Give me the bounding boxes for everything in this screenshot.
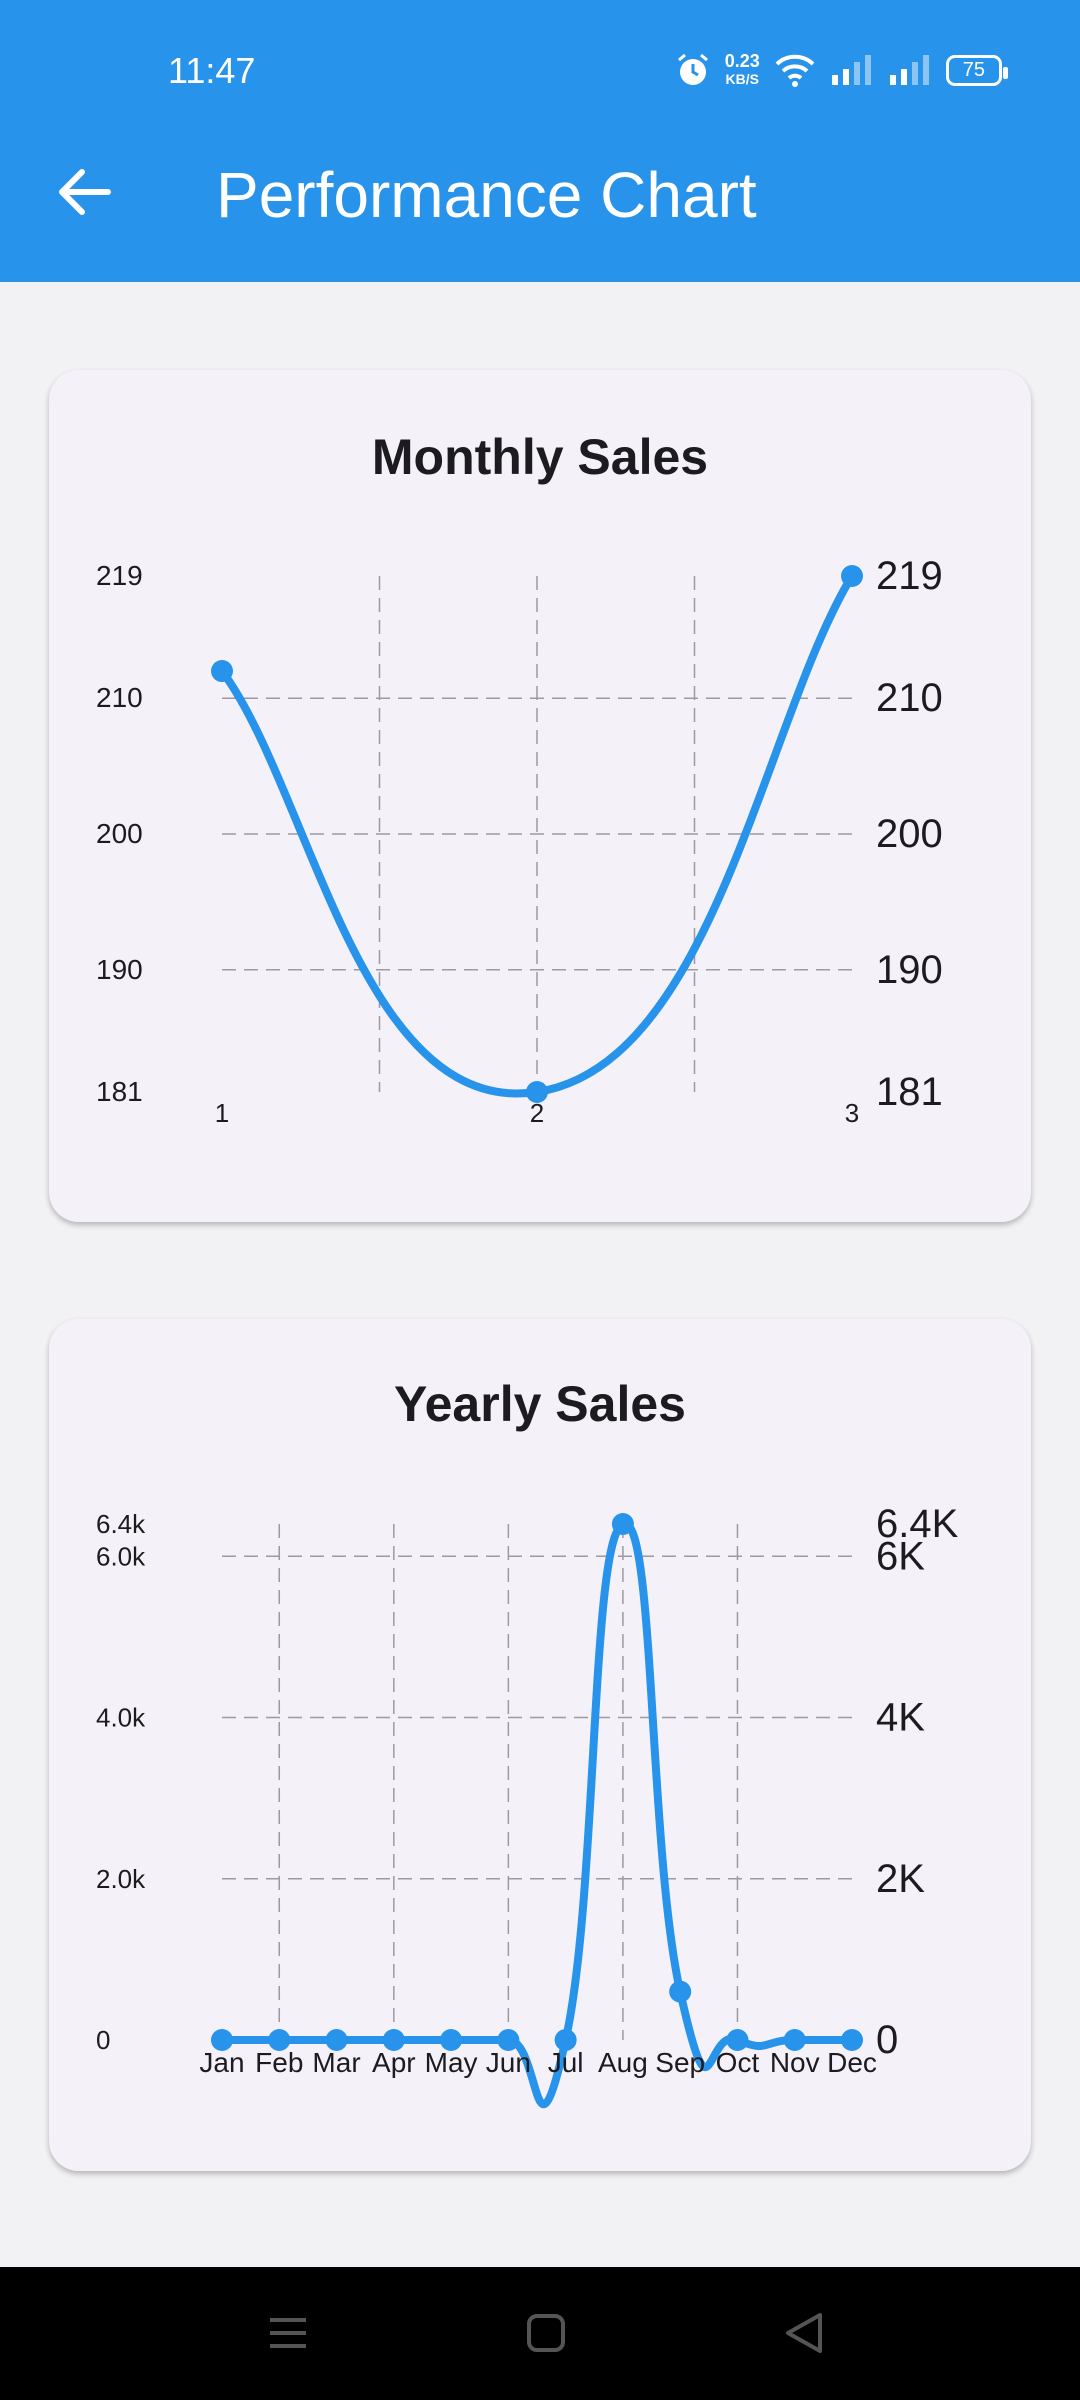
net-speed: 0.23 KB/S	[725, 52, 760, 88]
status-icons: 0.23 KB/S 75	[675, 52, 1009, 88]
card-title: Yearly Sales	[394, 1376, 686, 1432]
y-tick-label-left: 4.0k	[96, 1703, 146, 1733]
yearly-sales-card: Yearly Sales 6.4k 6.4K 6.0k 6K 4.0k 4K 2.0k 2K 0…	[49, 1319, 1031, 2171]
wifi-icon	[775, 54, 815, 87]
battery-level: 75	[962, 58, 985, 81]
yearly-sales-chart: 6.4k 6.4K 6.0k 6K 4.0k 4K 2.0k 2K 0 0 Jan Feb Mar Apr…	[96, 1502, 959, 2109]
net-speed-value: 0.23	[724, 51, 760, 71]
data-point	[268, 2029, 291, 2051]
y-tick-label-left: 190	[96, 954, 143, 985]
x-tick-label: 3	[845, 1098, 859, 1128]
y-tick-label-left: 210	[96, 682, 143, 713]
data-point	[211, 2029, 233, 2051]
x-tick-label: May	[425, 2047, 478, 2078]
x-tick-label: Apr	[372, 2047, 416, 2078]
series-line	[218, 1519, 856, 2109]
x-tick-label: Oct	[716, 2047, 760, 2078]
x-tick-label: 2	[530, 1098, 544, 1128]
y-tick-label-left: 2.0k	[96, 1864, 146, 1894]
y-tick-label-right: 6.4K	[876, 1502, 959, 1546]
battery-icon: 75	[945, 54, 1009, 86]
data-point	[554, 2029, 577, 2051]
data-point	[440, 2029, 463, 2051]
back-triangle-icon[interactable]	[744, 2267, 864, 2400]
y-tick-label-right: 4K	[876, 1696, 925, 1740]
monthly-sales-card: Monthly Sales 219 219 210 210 200 200 190 190 18…	[49, 370, 1031, 1222]
menu-icon[interactable]	[228, 2267, 348, 2400]
y-tick-label-left: 0	[96, 2025, 110, 2055]
y-tick-label-right: 210	[876, 676, 943, 720]
x-tick-label: Mar	[312, 2047, 360, 2078]
data-point	[211, 660, 233, 683]
y-tick-label-left: 181	[96, 1076, 143, 1107]
y-tick-label-right: 200	[876, 812, 943, 856]
x-tick-label: Feb	[255, 2047, 303, 2078]
y-tick-label-right: 6K	[876, 1534, 925, 1578]
y-tick-label-right: 0	[876, 2018, 898, 2062]
home-square-icon[interactable]	[486, 2267, 606, 2400]
x-tick-label: Jul	[548, 2047, 584, 2078]
x-tick-label: Dec	[827, 2047, 877, 2078]
data-point	[669, 1980, 692, 2003]
card-title: Monthly Sales	[371, 429, 709, 485]
data-point	[325, 2029, 348, 2051]
page-title: Performance Chart	[216, 159, 757, 231]
signal-icon	[831, 55, 871, 85]
status-time: 11:47	[168, 50, 256, 91]
y-tick-label-right: 219	[876, 554, 943, 598]
y-tick-label-right: 190	[876, 948, 943, 992]
alarm-icon	[677, 53, 708, 85]
y-tick-label-left: 200	[96, 818, 143, 849]
nav-bar	[0, 2267, 1080, 2400]
data-point	[726, 2029, 749, 2051]
arrow-left-icon[interactable]	[52, 160, 116, 224]
net-speed-unit: KB/S	[725, 71, 759, 87]
x-tick-label: Aug	[598, 2047, 648, 2078]
app-bar: 11:47 0.23 KB/S 75	[0, 0, 1080, 282]
data-point	[841, 2029, 863, 2051]
data-point	[497, 2029, 520, 2051]
x-tick-label: Jan	[199, 2047, 244, 2078]
monthly-sales-chart: 219 219 210 210 200 200 190 190 181 181 1 2 3	[96, 554, 943, 1128]
data-point	[841, 565, 863, 587]
y-tick-label-left: 6.0k	[96, 1541, 146, 1571]
x-tick-label: Sep	[655, 2047, 705, 2078]
y-tick-label-right: 2K	[876, 1857, 925, 1901]
x-tick-label: Jun	[486, 2047, 531, 2078]
data-point	[526, 1081, 548, 1103]
signal-icon	[889, 55, 929, 85]
y-tick-label-right: 181	[876, 1070, 943, 1114]
data-point	[611, 1513, 634, 1535]
x-tick-label: 1	[215, 1098, 229, 1128]
x-tick-label: Nov	[770, 2047, 820, 2078]
data-point	[783, 2029, 806, 2051]
data-point	[382, 2029, 405, 2051]
y-tick-label-left: 6.4k	[96, 1509, 146, 1539]
y-tick-label-left: 219	[96, 560, 143, 591]
